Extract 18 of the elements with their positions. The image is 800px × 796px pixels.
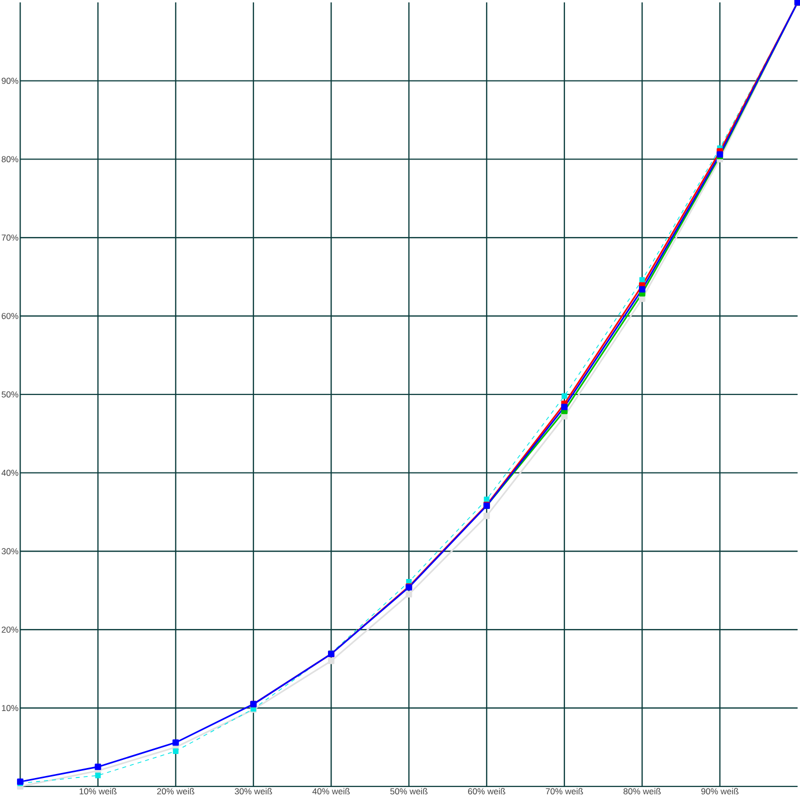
- x-tick-label: 10% weiß: [80, 788, 117, 795]
- y-tick-label: 40%: [2, 470, 18, 476]
- x-tick-label: 40% weiß: [312, 788, 350, 795]
- x-tick-label: 60% weiß: [468, 788, 506, 795]
- y-tick-label: 70%: [2, 234, 18, 241]
- x-tick-label: 70% weiß: [546, 788, 583, 795]
- x-tick-label: 20% weiß: [157, 788, 194, 795]
- y-tick-label: 90%: [2, 78, 18, 84]
- x-tick-label: 90% weiß: [701, 788, 738, 795]
- y-tick-label: 20%: [2, 626, 18, 633]
- x-tick-label: 80% weiß: [624, 788, 661, 795]
- x-tick-label: 50% weiß: [390, 788, 428, 795]
- y-tick-label: 60%: [2, 313, 18, 320]
- y-tick-label: 80%: [2, 156, 18, 162]
- y-tick-label: 50%: [2, 392, 18, 398]
- y-tick-label: 10%: [2, 705, 18, 712]
- y-tick-label: 30%: [2, 548, 18, 554]
- x-tick-label: 30% weiß: [234, 788, 272, 795]
